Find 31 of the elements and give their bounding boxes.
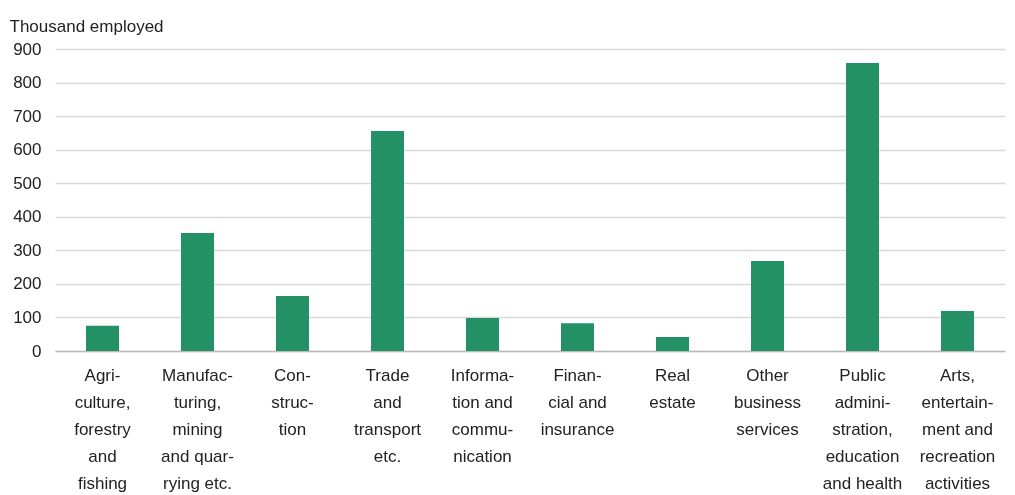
y-tick-label: 0 <box>32 341 42 361</box>
y-axis-title: Thousand employed <box>9 16 164 36</box>
x-tick-label: Public admini- stration, education and health <box>822 365 903 493</box>
bar <box>941 311 974 351</box>
y-tick-label: 100 <box>13 307 42 327</box>
x-tick-label: Real estate <box>649 365 696 412</box>
x-tick-label: Finan- cial and insurance <box>540 365 615 439</box>
bar <box>846 63 879 351</box>
y-tick-label: 700 <box>13 106 42 126</box>
y-tick-label: 500 <box>13 173 42 193</box>
y-tick-label: 800 <box>13 73 42 93</box>
bar <box>656 336 689 351</box>
x-tick-label: Trade and transport etc. <box>353 365 422 466</box>
x-tick-label: Agri- culture, forestry and fishing <box>74 365 132 493</box>
y-tick-label: 900 <box>13 39 42 59</box>
bar <box>276 295 309 351</box>
bar <box>371 130 404 351</box>
y-tick-label: 400 <box>13 207 42 227</box>
x-tick-label: Other business services <box>733 365 802 439</box>
y-tick-label: 200 <box>13 274 42 294</box>
x-tick-label: Con- struc- tion <box>271 365 314 439</box>
x-tick-label: Manufac- turing, mining and quar- rying etc. <box>161 365 234 493</box>
bar <box>86 325 119 351</box>
bar <box>466 318 499 351</box>
x-tick-label: Informa- tion and commu- nication <box>450 365 515 466</box>
bar <box>561 323 594 351</box>
x-tick-label: Arts, entertain- ment and recreation activities <box>919 365 996 493</box>
y-tick-label: 600 <box>13 140 42 160</box>
bar <box>181 232 214 351</box>
bar <box>751 261 784 351</box>
y-tick-label: 300 <box>13 240 42 260</box>
